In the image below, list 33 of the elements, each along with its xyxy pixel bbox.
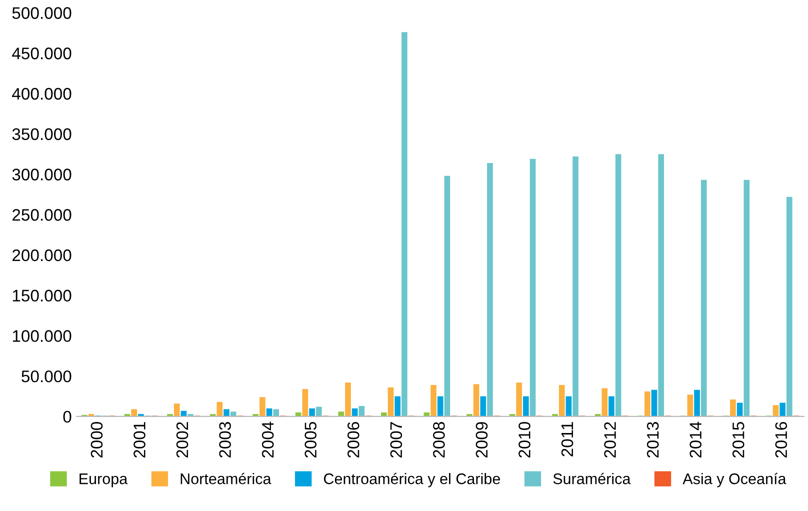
x-tick-label: 2005 [304, 422, 317, 458]
x-tick-label: 2003 [219, 422, 231, 458]
y-tick-label: 400.000 [12, 88, 72, 100]
y-tick-label: 150.000 [12, 290, 72, 302]
legend-label: Europa [80, 474, 128, 488]
y-tick-label: 450.000 [12, 48, 72, 60]
x-tick-label: 2014 [690, 422, 702, 458]
y-tick-label: 250.000 [12, 209, 72, 221]
x-tick-label: 2016 [775, 422, 788, 458]
y-tick-label: 200.000 [12, 249, 72, 262]
x-tick-label: 2013 [646, 422, 659, 458]
legend-label: Asia y Oceanía [682, 472, 786, 488]
legend-label: Norteamérica [180, 472, 272, 484]
x-tick-label: 2004 [262, 422, 274, 458]
y-tick-label: 500.000 [12, 7, 72, 19]
legend-label: Centroamérica y el Caribe [324, 472, 500, 488]
x-tick-label: 2002 [176, 422, 188, 458]
x-tick-label: 2006 [347, 422, 360, 458]
x-tick-label: 2008 [433, 422, 445, 458]
x-tick-label: 2007 [390, 422, 402, 458]
y-tick-label: 50.000 [22, 370, 72, 382]
y-tick-label: 0 [63, 410, 72, 423]
y-tick-label: 350.000 [12, 128, 72, 140]
x-tick-label: 2012 [604, 422, 616, 458]
x-tick-label: 2015 [732, 422, 744, 458]
x-tick-label: 2001 [134, 422, 146, 458]
x-tick-label: 2010 [518, 422, 530, 458]
x-tick-label: 2011 [561, 422, 574, 456]
y-tick-label: 300.000 [12, 168, 72, 180]
y-tick-label: 100.000 [12, 330, 72, 342]
x-tick-label: 2009 [476, 422, 488, 458]
x-tick-label: 2000 [90, 422, 103, 458]
legend-label: Suramérica [553, 472, 631, 484]
